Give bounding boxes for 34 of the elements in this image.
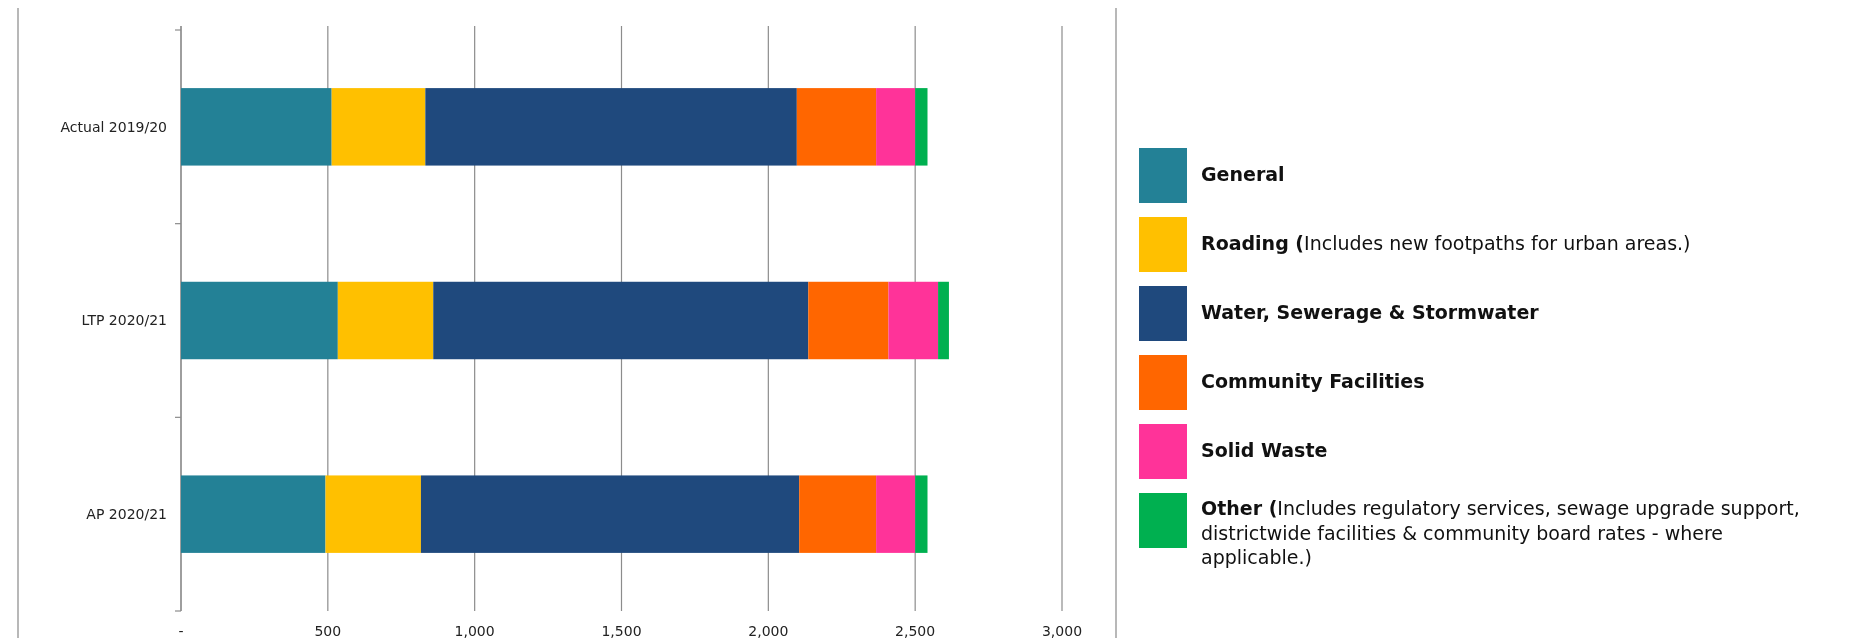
bar <box>325 475 421 553</box>
y-tick-label: Actual 2019/20 <box>60 118 167 135</box>
bar <box>420 475 800 553</box>
text: General <box>1201 163 1285 185</box>
bar <box>808 281 889 360</box>
bar <box>915 88 928 166</box>
bar <box>938 281 949 360</box>
bar <box>181 475 326 553</box>
bar <box>181 281 338 360</box>
bar <box>796 88 877 166</box>
bar <box>876 88 916 166</box>
y-tick-label: AP 2020/21 <box>86 506 167 523</box>
x-tick-label: 500 <box>314 623 342 639</box>
bar <box>337 281 434 360</box>
x-tick-label: 2,500 <box>895 623 936 639</box>
bar <box>181 88 332 166</box>
bar <box>799 475 877 553</box>
text: Water, Sewerage & Stormwater <box>1201 301 1540 323</box>
bar <box>876 475 916 553</box>
y-tick-label: LTP 2020/21 <box>81 312 167 329</box>
bar <box>331 88 426 166</box>
bar <box>915 475 928 553</box>
x-tick-label: 1,500 <box>601 623 642 639</box>
bar <box>888 281 939 360</box>
x-tick-label: 3,000 <box>1041 623 1083 639</box>
bar <box>425 88 797 166</box>
x-tick-label: 2,000 <box>748 623 789 639</box>
text: Roading (Includes new footpaths for urban areas.) <box>1201 232 1691 254</box>
text: Solid Waste <box>1201 439 1328 461</box>
x-tick-label: - <box>178 623 184 639</box>
bar <box>433 281 809 360</box>
text: Other (Includes regulatory services, sewage upgrade support, districtwide facilities & community board rates - where applicable.) <box>1201 497 1800 569</box>
x-tick-label: 1,000 <box>454 623 495 639</box>
text: Community Facilities <box>1201 370 1425 392</box>
